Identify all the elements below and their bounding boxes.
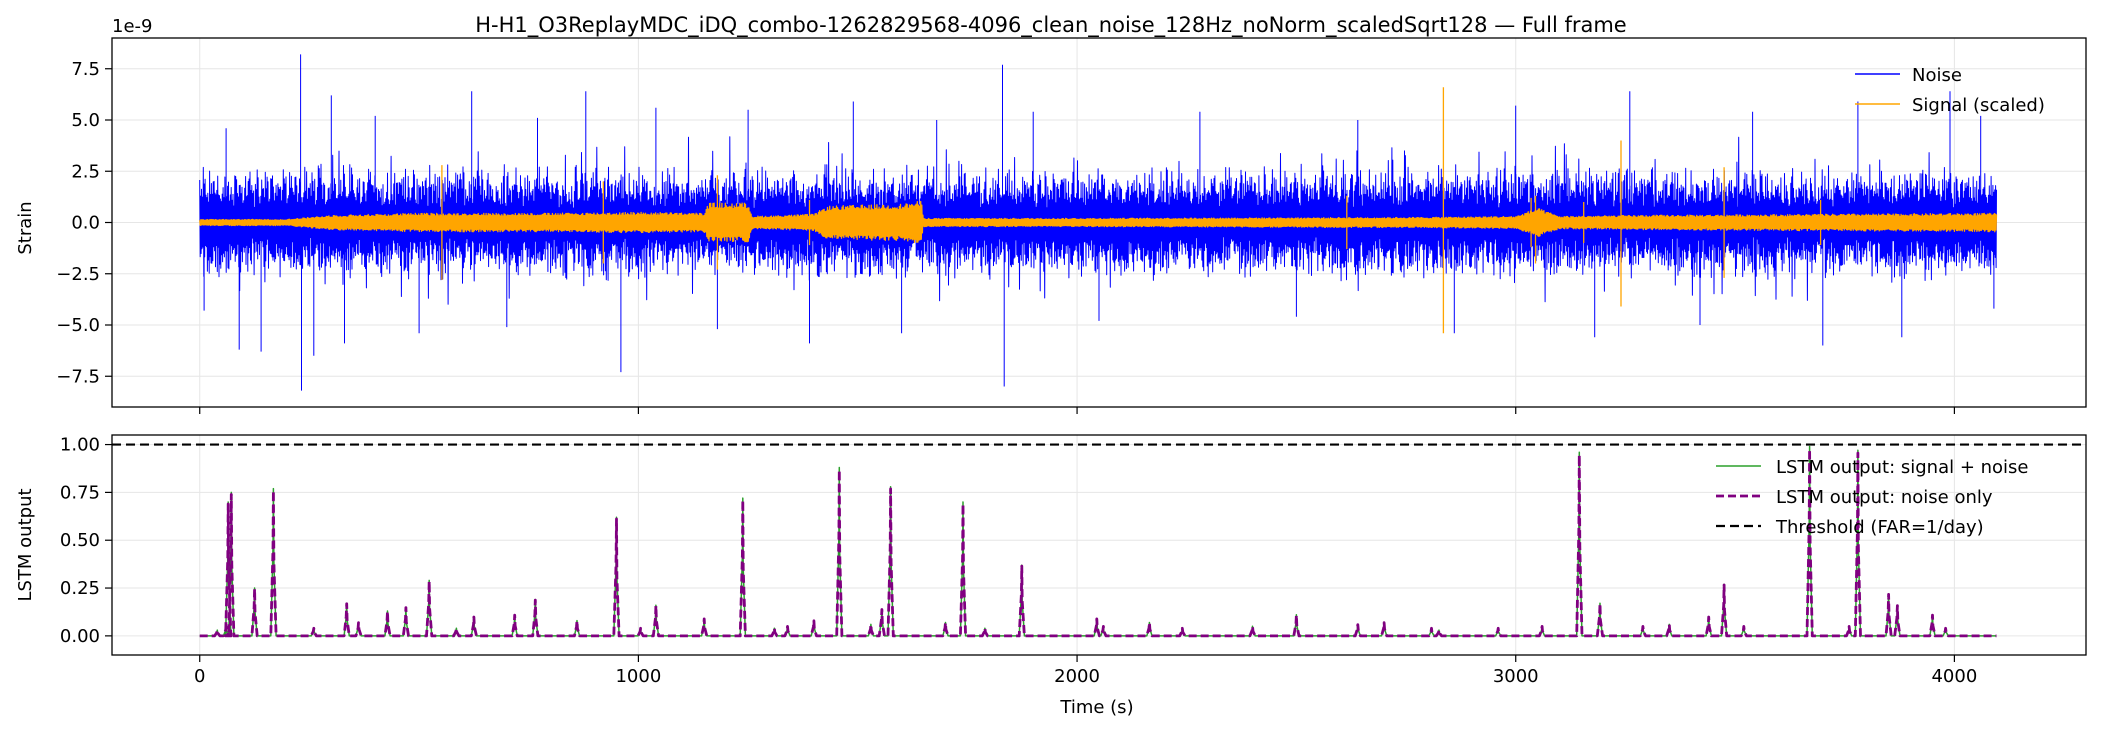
chart-title: H-H1_O3ReplayMDC_iDQ_combo-1262829568-40… [475,13,1626,38]
lstm-x-tick-label: 0 [194,666,205,687]
strain-legend: Noise Signal (scaled) [1855,65,2045,116]
strain-y-tick-label: 0.0 [71,213,100,234]
lstm-axes-frame [111,434,2087,656]
strain-x-ticks [199,407,1956,414]
lstm-panel: 0.00 0.25 0.50 0.75 1.00 0 1000 2000 3000 4000 T… [15,434,2087,718]
lstm-legend: LSTM output: signal + noise LSTM output:… [1716,457,2029,538]
lstm-x-tick-label: 1000 [615,666,661,687]
lstm-x-tick-label: 3000 [1493,666,1539,687]
strain-y-tick-label: 7.5 [71,59,100,80]
legend-threshold-label: Threshold (FAR=1/day) [1775,517,1984,538]
noise-series-line [199,54,1997,391]
strain-y-axis-label: Strain [15,201,36,254]
strain-y-tick-label: 2.5 [71,161,100,182]
lstm-x-tick-label: 4000 [1931,666,1977,687]
lstm-y-axis-label: LSTM output [15,488,36,601]
strain-panel: −7.5 −5.0 −2.5 0.0 2.5 5.0 7.5 1e-9 Strain Noi… [15,16,2087,414]
lstm-y-tick-label: 0.50 [60,530,100,551]
lstm-y-tick-label: 0.00 [60,626,100,647]
lstm-noise-only-line [199,447,1997,638]
signal-series-line [199,87,1998,334]
strain-y-ticks: −7.5 −5.0 −2.5 0.0 2.5 5.0 7.5 [56,59,112,387]
legend-no-label: LSTM output: noise only [1776,487,1993,508]
legend-sn-label: LSTM output: signal + noise [1776,457,2029,478]
legend-noise-label: Noise [1912,65,1962,86]
lstm-y-tick-label: 0.25 [60,578,100,599]
lstm-x-axis-label: Time (s) [1059,697,1133,718]
lstm-x-ticks: 0 1000 2000 3000 4000 [194,655,1977,687]
strain-y-tick-label: −7.5 [56,366,100,387]
strain-y-tick-label: 5.0 [71,110,100,131]
lstm-y-tick-label: 1.00 [60,435,100,456]
lstm-y-tick-label: 0.75 [60,482,100,503]
strain-offset-text: 1e-9 [112,16,152,37]
lstm-x-tick-label: 2000 [1054,666,1100,687]
legend-signal-label: Signal (scaled) [1912,95,2045,116]
strain-y-tick-label: −2.5 [56,264,100,285]
strain-y-tick-label: −5.0 [56,315,100,336]
lstm-y-ticks: 0.00 0.25 0.50 0.75 1.00 [60,435,112,647]
